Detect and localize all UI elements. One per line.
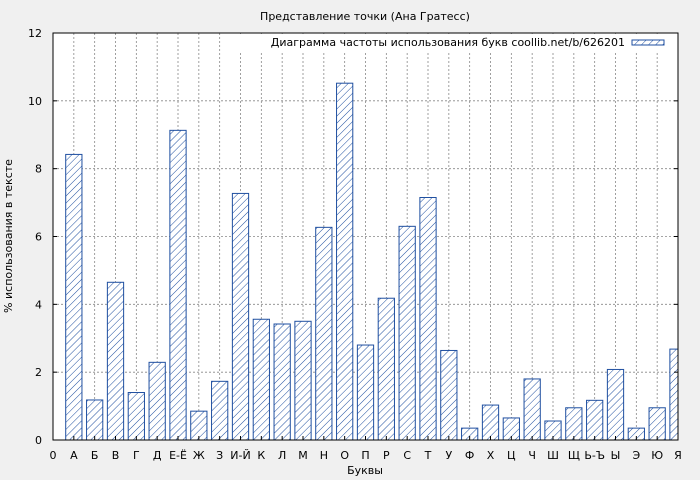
x-tick-label: Т (424, 449, 432, 462)
bar (440, 349, 458, 441)
bar (211, 380, 229, 441)
bar (127, 392, 145, 441)
bar (356, 344, 375, 441)
x-tick-label: Ь-Ъ (584, 449, 605, 462)
bar (86, 399, 104, 441)
bar (231, 192, 250, 441)
bar (481, 404, 500, 441)
bar (273, 323, 291, 441)
legend: Диаграмма частоты использования букв coo… (240, 34, 675, 52)
bar (669, 348, 679, 441)
x-tick-label: Д (153, 449, 162, 462)
x-tick-label: А (70, 449, 78, 462)
bar (606, 368, 625, 441)
bar (336, 82, 354, 441)
bar (148, 361, 166, 441)
legend-entry-label: Диаграмма частоты использования букв coo… (271, 36, 625, 49)
y-tick-label: 10 (28, 95, 42, 108)
bar (169, 129, 187, 441)
x-origin-label: 0 (50, 449, 57, 462)
bar (106, 281, 125, 441)
bar (586, 399, 604, 441)
x-tick-label: С (403, 449, 411, 462)
y-tick-label: 6 (35, 231, 42, 244)
x-tick-label: Е-Ё (169, 449, 187, 462)
x-tick-label: Ю (651, 449, 663, 462)
bar (315, 226, 333, 441)
bar (523, 378, 541, 441)
x-tick-label: Ф (465, 449, 474, 462)
x-tick-label: Ч (528, 449, 536, 462)
y-tick-label: 0 (35, 434, 42, 447)
x-tick-label: З (216, 449, 223, 462)
legend-swatch (631, 39, 665, 46)
x-tick-label: Б (91, 449, 99, 462)
bar (648, 407, 666, 441)
x-tick-label: Г (133, 449, 140, 462)
x-tick-label: К (257, 449, 265, 462)
bar (398, 225, 416, 441)
x-tick-label: Щ (568, 449, 580, 462)
bar (419, 196, 437, 441)
x-tick-label: Ц (507, 449, 516, 462)
x-tick-label: Ы (611, 449, 621, 462)
plot-frame (52, 32, 679, 441)
x-tick-label: Ж (193, 449, 205, 462)
x-tick-label: Р (383, 449, 390, 462)
bar (190, 410, 208, 441)
x-tick-label: У (445, 449, 452, 462)
x-tick-label: О (340, 449, 349, 462)
x-tick-label: П (361, 449, 369, 462)
bar (65, 153, 83, 441)
x-tick-label: Э (632, 449, 640, 462)
x-tick-label: Л (278, 449, 286, 462)
x-tick-label: Ш (547, 449, 559, 462)
bar (565, 407, 583, 441)
y-axis-label: % использования в тексте (2, 159, 15, 313)
y-tick-label: 2 (35, 366, 42, 379)
bar (294, 320, 312, 441)
y-tick-label: 4 (35, 298, 42, 311)
y-axis-ticks: 0 2 4 6 8 10 12 (28, 27, 678, 447)
y-tick-label: 12 (28, 27, 42, 40)
x-tick-label: Х (487, 449, 495, 462)
bar (252, 318, 270, 441)
x-tick-label: Н (320, 449, 328, 462)
x-axis-label: Буквы (347, 464, 383, 477)
x-tick-label: М (298, 449, 308, 462)
x-axis-ticks: 0 А Б В Г Д Е-Ё Ж З И-Й К Л М Н О П Р С Т У Ф Х Ц Ч Ш Щ Ь-Ъ Ы Э Ю Я (50, 436, 682, 462)
x-tick-label: И-Й (230, 449, 250, 462)
y-tick-label: 8 (35, 163, 42, 176)
x-tick-label: Я (674, 449, 682, 462)
x-tick-label: В (112, 449, 120, 462)
bar (377, 297, 395, 441)
chart-title: Представление точки (Ана Гратесс) (260, 10, 470, 23)
legend-box (240, 34, 675, 52)
